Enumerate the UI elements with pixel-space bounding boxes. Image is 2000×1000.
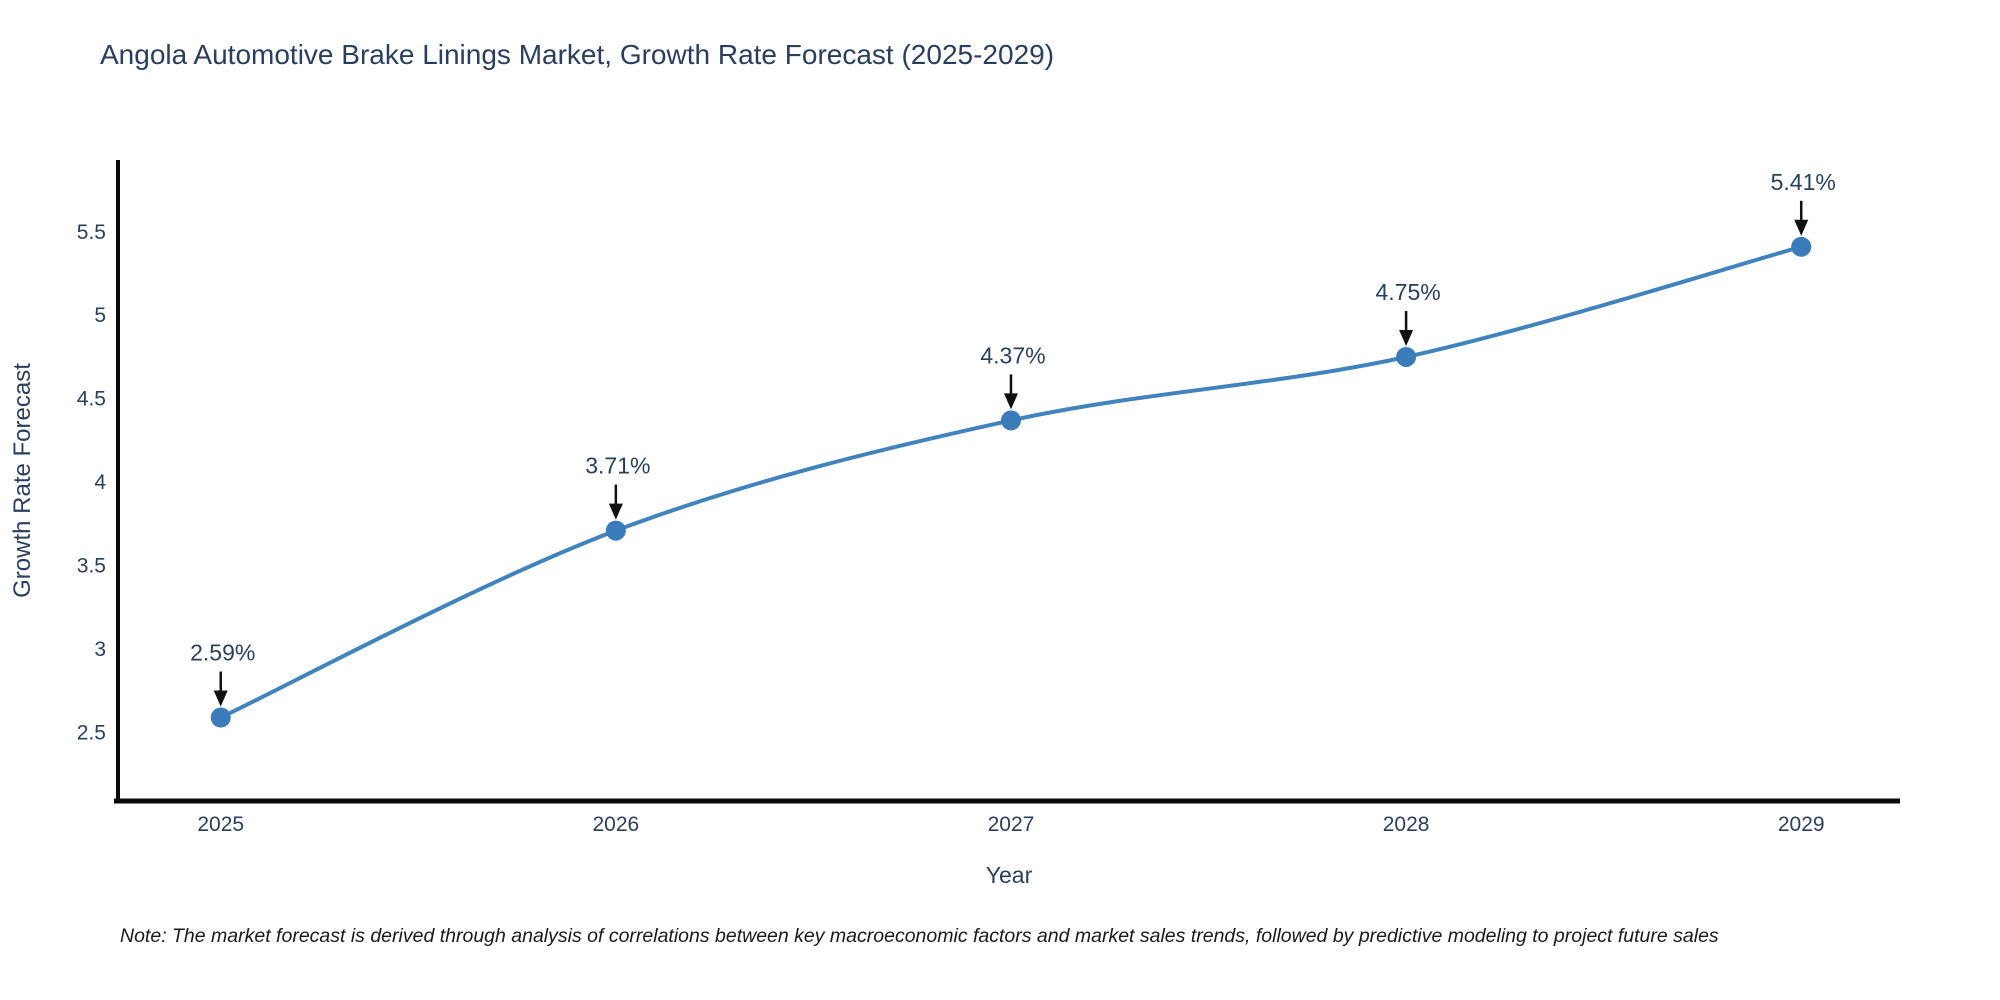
x-tick-label: 2028 [1383,813,1430,836]
y-axis-title: Growth Rate Forecast [9,363,36,598]
data-point-label: 2.59% [190,640,255,666]
data-point-label: 4.75% [1375,279,1440,305]
data-point-marker [1000,410,1021,431]
chart-title: Angola Automotive Brake Linings Market, … [100,39,1055,70]
series-line [218,244,1804,720]
data-point-label: 5.41% [1771,169,1836,195]
y-tick-label: 2.5 [77,722,106,745]
y-tick-label: 3.5 [77,555,106,578]
data-point-marker [605,520,626,541]
data-point-marker [1791,236,1812,257]
x-tick-label: 2026 [592,813,639,836]
x-axis-title: Year [986,862,1033,888]
y-tick-label: 4.5 [77,388,106,411]
y-tick-label: 5.5 [77,221,106,244]
data-point-label: 3.71% [585,453,650,479]
annotation-arrowhead-icon [213,690,228,707]
annotation-arrowhead-icon [1399,329,1414,346]
y-tick-label: 3 [94,638,106,661]
data-point-label: 4.37% [980,342,1045,368]
growth-rate-line-chart: 2.5 3 3.5 4 4.5 5 5.5 2025 2026 2027 2028 2029 Year G… [9,160,1900,888]
x-tick-label: 2025 [197,813,244,836]
annotation-arrowhead-icon [1794,219,1809,236]
data-point-marker [210,707,231,728]
annotation-arrowhead-icon [1003,393,1018,410]
forecast-note-text: Note: The market forecast is derived thr… [120,925,1719,947]
x-tick-label: 2029 [1778,813,1825,836]
y-tick-label: 4 [94,471,106,494]
data-point-marker [1396,346,1417,367]
annotation-arrowhead-icon [608,503,623,520]
y-tick-label: 5 [94,304,106,327]
x-tick-label: 2027 [988,813,1035,836]
